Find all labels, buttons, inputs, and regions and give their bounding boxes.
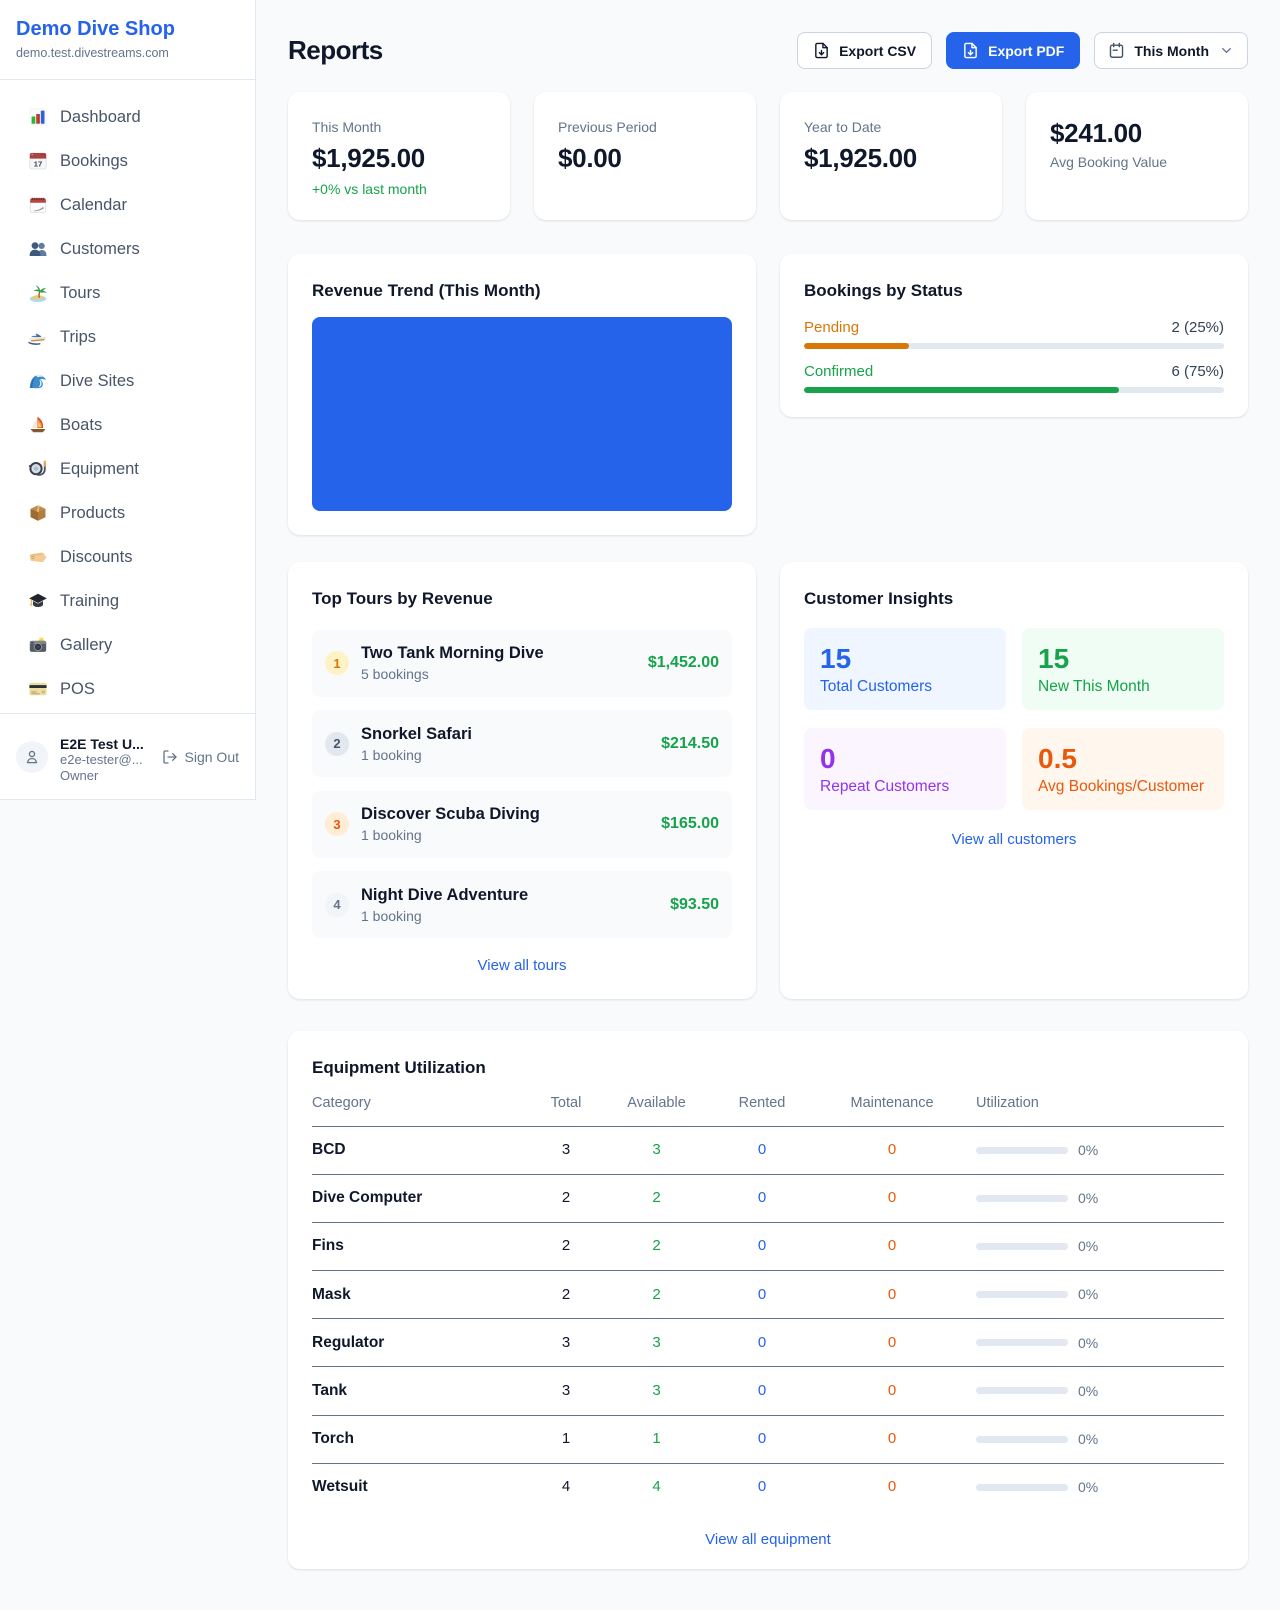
svg-text:17: 17 <box>34 159 42 168</box>
